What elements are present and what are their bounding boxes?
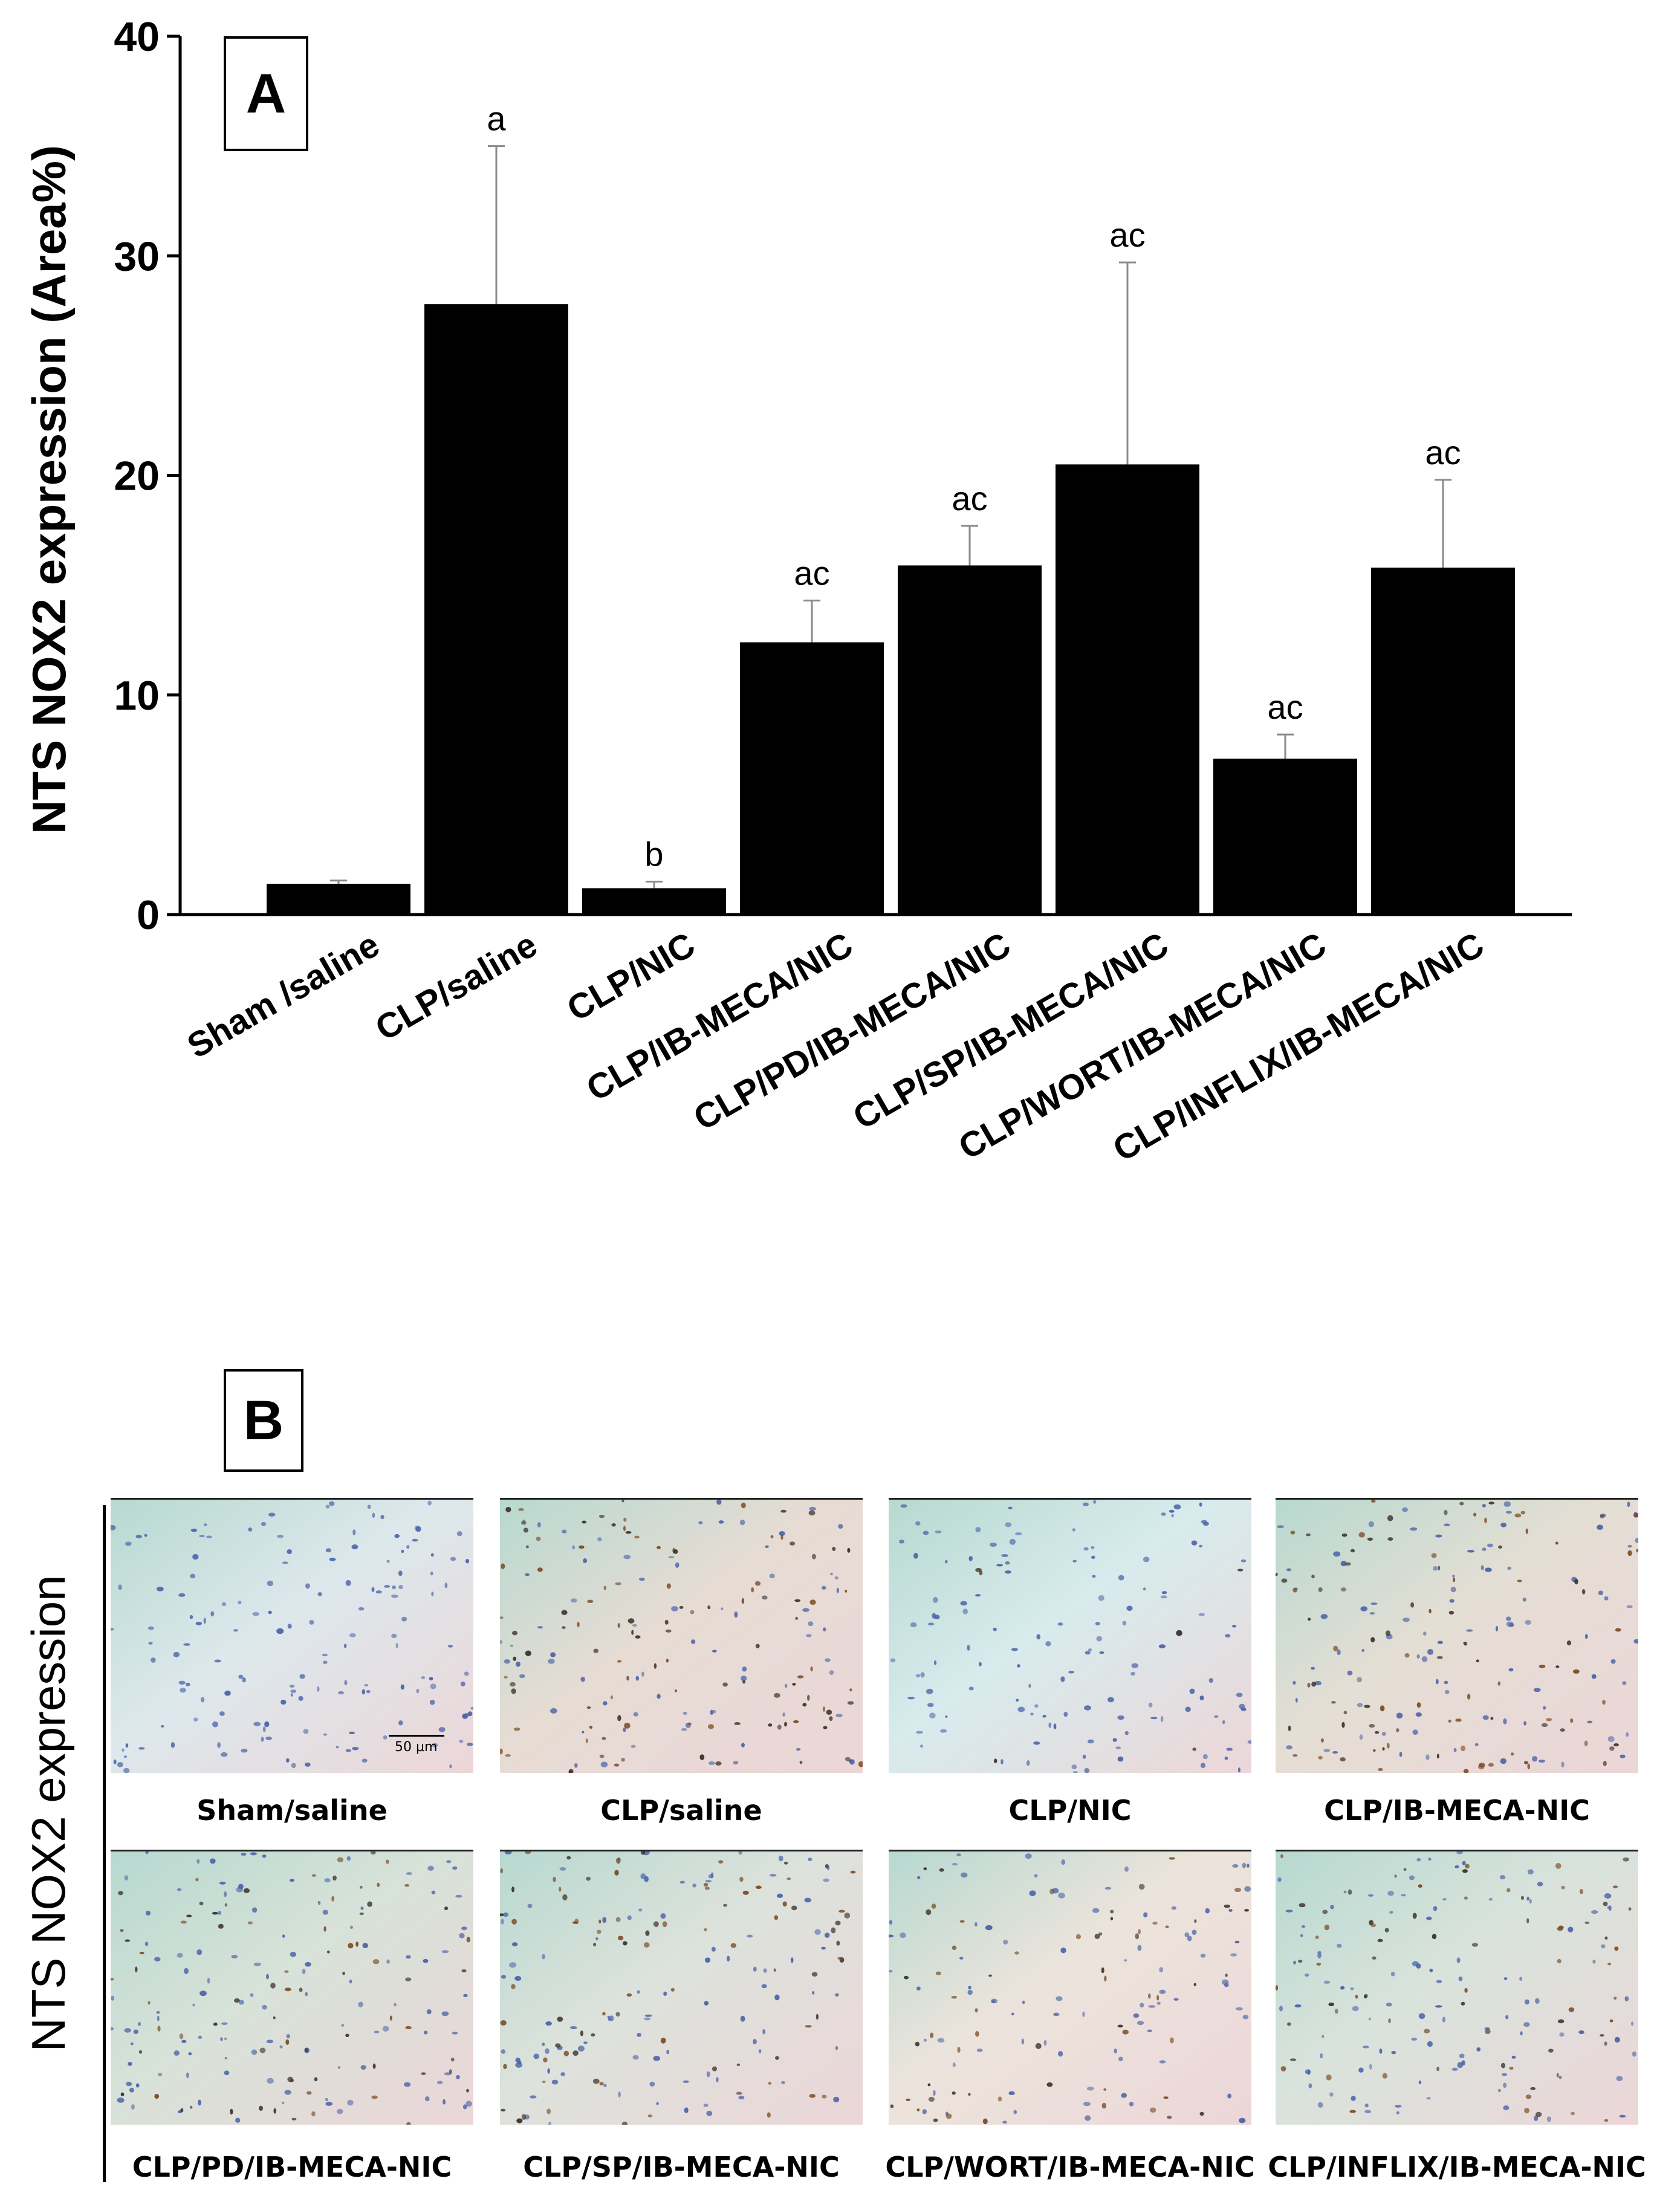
panel-b-divider — [103, 1505, 106, 2182]
y-tick-label: 40 — [114, 14, 160, 60]
bar — [1056, 464, 1199, 915]
x-tick-label: Sham /saline — [181, 925, 386, 1066]
micrograph-caption: CLP/PD/IB-MECA-NIC — [132, 2151, 452, 2183]
scale-bar-label: 50 µm — [395, 1740, 438, 1755]
significance-label: ac — [1267, 688, 1303, 726]
significance-label: ac — [1109, 216, 1145, 254]
panel-b-label: B — [224, 1369, 303, 1472]
micrograph-image — [1276, 1850, 1638, 2125]
panel-a-label: A — [224, 36, 308, 151]
y-tick-label: 20 — [114, 453, 160, 499]
x-tick-label: CLP/saline — [369, 925, 543, 1049]
significance-label: ac — [794, 554, 829, 592]
micrograph-image — [500, 1498, 863, 1773]
micrograph-caption: CLP/IB-MECA-NIC — [1324, 1794, 1590, 1827]
chart-ticks: 0 10 20 30 40 — [114, 14, 180, 938]
micrograph-image — [111, 1498, 473, 1773]
micrograph-image — [1276, 1498, 1638, 1773]
bar — [1213, 759, 1357, 915]
significance-label: b — [644, 835, 663, 873]
chart-bars: a b ac ac ac ac ac — [267, 100, 1515, 915]
bar-chart: a b ac ac ac ac ac 0 10 20 30 40 Sham /salineCLP/s… — [22, 14, 1572, 1169]
bar — [267, 884, 410, 915]
bar — [740, 642, 884, 915]
significance-label: a — [487, 100, 506, 138]
x-tick-label: CLP/NIC — [560, 925, 701, 1029]
micrograph-caption: CLP/INFLIX/IB-MECA-NIC — [1268, 2151, 1646, 2183]
micrograph-caption: CLP/WORT/IB-MECA-NIC — [885, 2151, 1255, 2183]
significance-label: ac — [952, 479, 987, 517]
micrograph-image — [111, 1850, 473, 2125]
micrograph-caption: Sham/saline — [196, 1794, 388, 1827]
y-tick-label: 30 — [114, 233, 160, 279]
panel-b-ylabel: NTS NOX2 expression — [22, 1575, 75, 2052]
micrograph-image — [500, 1850, 863, 2125]
micrograph-caption: CLP/NIC — [1008, 1794, 1132, 1827]
micrograph-caption: CLP/SP/IB-MECA-NIC — [523, 2151, 840, 2183]
bar — [582, 888, 726, 915]
significance-label: ac — [1425, 433, 1461, 471]
x-tick-label: CLP/IB-MECA/NIC — [580, 925, 859, 1109]
y-tick-label: 0 — [137, 892, 160, 938]
bar — [898, 565, 1042, 915]
micrograph-image — [889, 1498, 1251, 1773]
scale-bar — [389, 1735, 444, 1737]
y-tick-label: 10 — [114, 673, 160, 719]
bar — [1371, 568, 1515, 915]
y-axis-title: NTS NOX2 expression (Area%) — [22, 145, 76, 834]
micrograph-image — [889, 1850, 1251, 2125]
bar — [424, 304, 568, 915]
micrograph-caption: CLP/saline — [600, 1794, 762, 1827]
